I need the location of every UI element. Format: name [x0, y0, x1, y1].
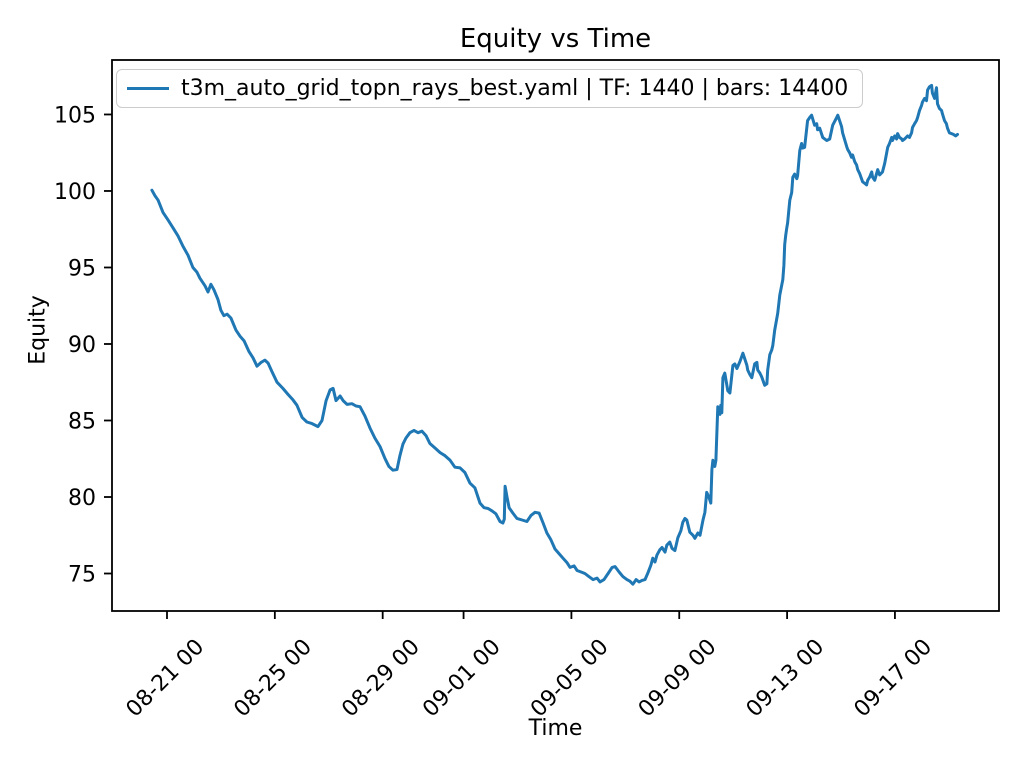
x-tick-label: 08-29 00: [337, 635, 425, 723]
legend-label: t3m_auto_grid_topn_rays_best.yaml | TF: …: [181, 76, 849, 101]
x-tick-label: 08-21 00: [122, 635, 210, 723]
x-tick-label: 09-17 00: [850, 635, 938, 723]
y-tick-label: 75: [68, 563, 96, 588]
x-tick-label: 08-25 00: [229, 635, 317, 723]
axes-frame: [111, 59, 1000, 612]
y-axis-label: Equity: [25, 295, 51, 365]
x-tick-label: 09-05 00: [526, 635, 614, 723]
y-tick-label: 100: [54, 180, 96, 205]
y-tick-label: 105: [54, 103, 96, 128]
x-tick-label: 09-09 00: [634, 635, 722, 723]
x-axis-label: Time: [528, 716, 583, 741]
equity-line: [150, 83, 959, 586]
y-tick-label: 95: [68, 256, 96, 281]
y-tick-label: 85: [68, 409, 96, 434]
legend: t3m_auto_grid_topn_rays_best.yaml | TF: …: [116, 69, 864, 108]
chart-title: Equity vs Time: [459, 24, 652, 54]
legend-line-sample: [127, 87, 169, 90]
x-tick-label: 09-01 00: [418, 635, 506, 723]
x-tick-label: 09-13 00: [742, 635, 830, 723]
y-tick-label: 90: [68, 333, 96, 358]
y-tick-label: 80: [68, 486, 96, 511]
